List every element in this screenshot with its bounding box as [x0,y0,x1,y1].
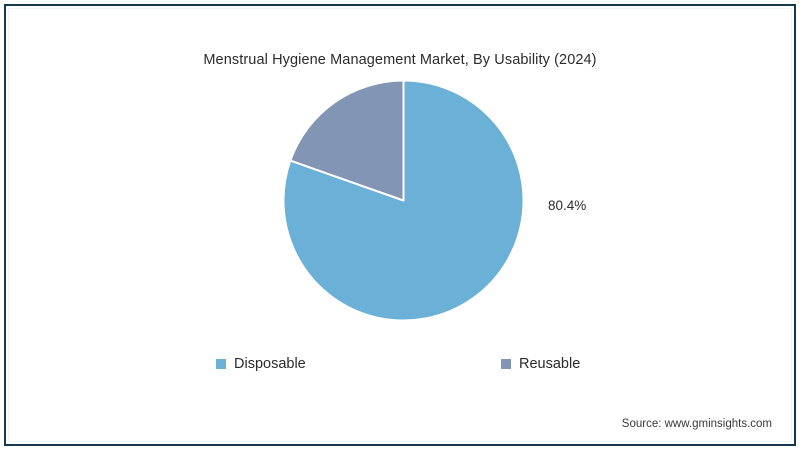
pie-slice-reusable[interactable] [289,80,405,202]
chart-legend: Disposable Reusable [0,353,800,375]
legend-swatch-icon-reusable [501,359,511,369]
pie-data-label-disposable: 80.4% [548,198,587,213]
legend-item-disposable[interactable]: Disposable [216,353,306,375]
legend-swatch-icon-disposable [216,359,226,369]
chart-title: Menstrual Hygiene Management Market, By … [203,52,597,68]
legend-label-disposable: Disposable [234,355,306,372]
legend-item-reusable[interactable]: Reusable [501,353,580,375]
source-note: Source: www.gminsights.com [621,418,772,430]
pie-chart-svg [283,80,524,321]
pie-chart [283,80,524,321]
legend-label-reusable: Reusable [519,355,581,372]
